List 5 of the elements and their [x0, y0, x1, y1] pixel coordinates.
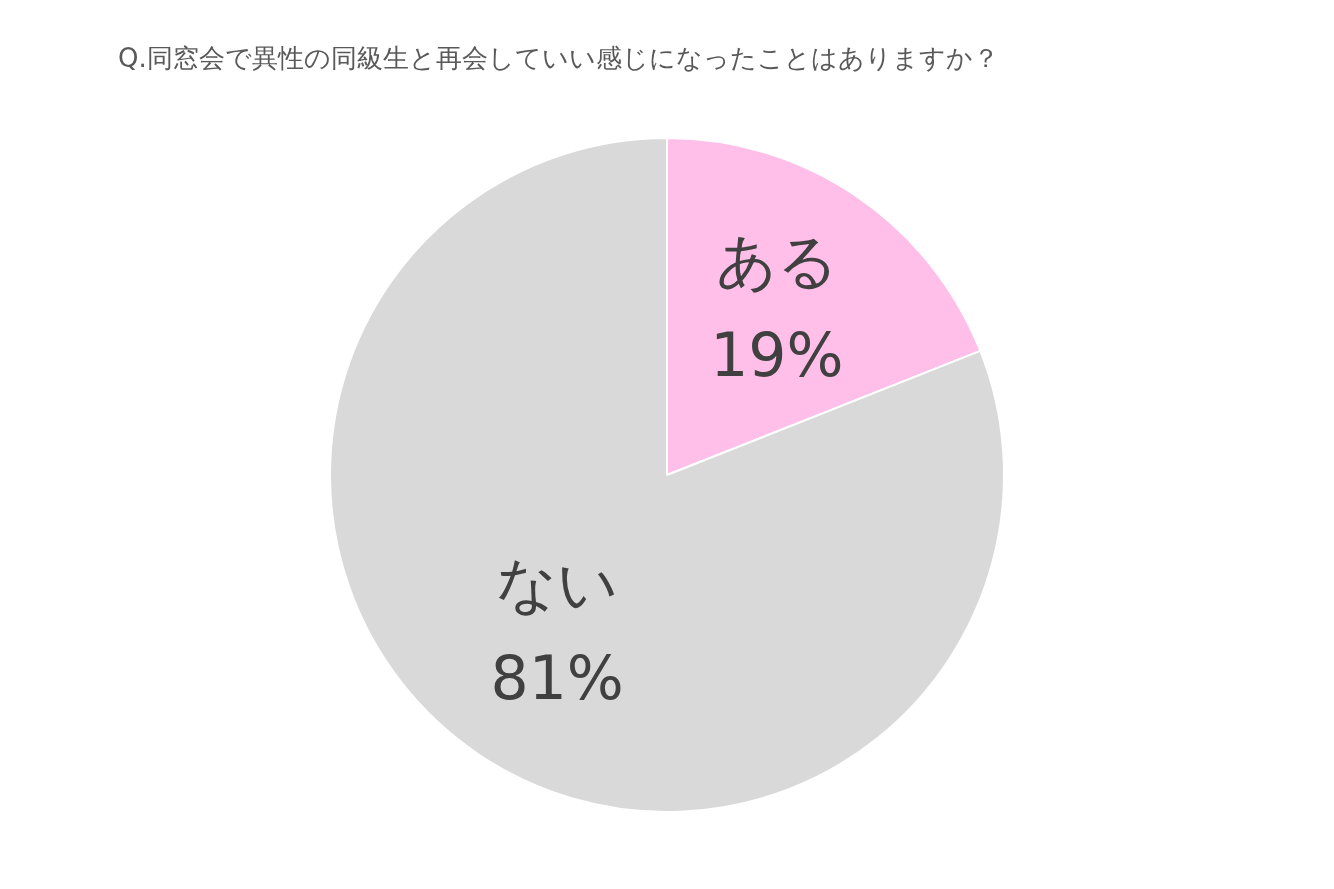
data-label: 81%	[490, 643, 624, 714]
slice-label: ある	[715, 225, 838, 296]
chart-title: Q.同窓会で異性の同級生と再会していい感じになったことはありますか？	[118, 42, 999, 73]
data-label: 19%	[710, 319, 844, 390]
slice-label: ない	[496, 549, 619, 620]
